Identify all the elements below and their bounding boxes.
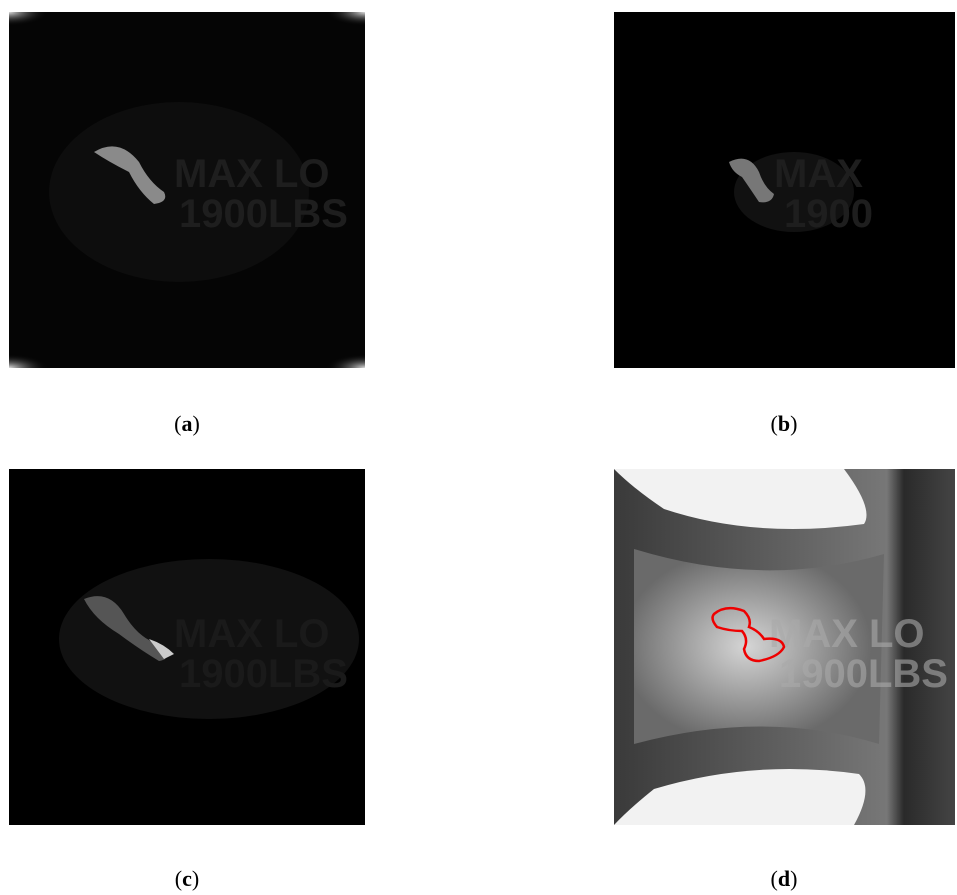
caption-part: ( — [771, 866, 778, 891]
image-text: MAX LO — [174, 152, 330, 196]
image-text: MAX LO — [769, 612, 925, 656]
panel-image: MAX LO 1900LBS — [614, 469, 955, 825]
image-text: 1900 — [784, 192, 873, 236]
image-text: 1900LBS — [779, 652, 948, 696]
caption-part: ) — [790, 411, 797, 436]
caption-part: ( — [771, 411, 778, 436]
caption: (a) — [127, 411, 247, 437]
caption-part: a — [182, 411, 193, 436]
caption: (c) — [127, 866, 247, 892]
caption-part: ( — [174, 411, 181, 436]
panel-image: MAX 1900 — [614, 12, 955, 368]
caption-part: b — [778, 411, 790, 436]
caption-part: ) — [192, 866, 199, 891]
caption-part: ) — [790, 866, 797, 891]
figure: MAX LO 1900LBS (a) MAX 1900 (b) MAX LO 1… — [0, 0, 957, 895]
caption: (b) — [724, 411, 844, 437]
caption-part: d — [778, 866, 790, 891]
image-text: 1900LBS — [179, 652, 348, 696]
panel-image: MAX LO 1900LBS — [9, 469, 365, 825]
caption-part: ) — [193, 411, 200, 436]
caption-part: ( — [175, 866, 182, 891]
caption: (d) — [724, 866, 844, 892]
panel-image: MAX LO 1900LBS — [9, 12, 365, 368]
image-text: MAX LO — [174, 612, 330, 656]
image-text: MAX — [774, 152, 863, 196]
caption-part: c — [182, 866, 192, 891]
image-text: 1900LBS — [179, 192, 348, 236]
